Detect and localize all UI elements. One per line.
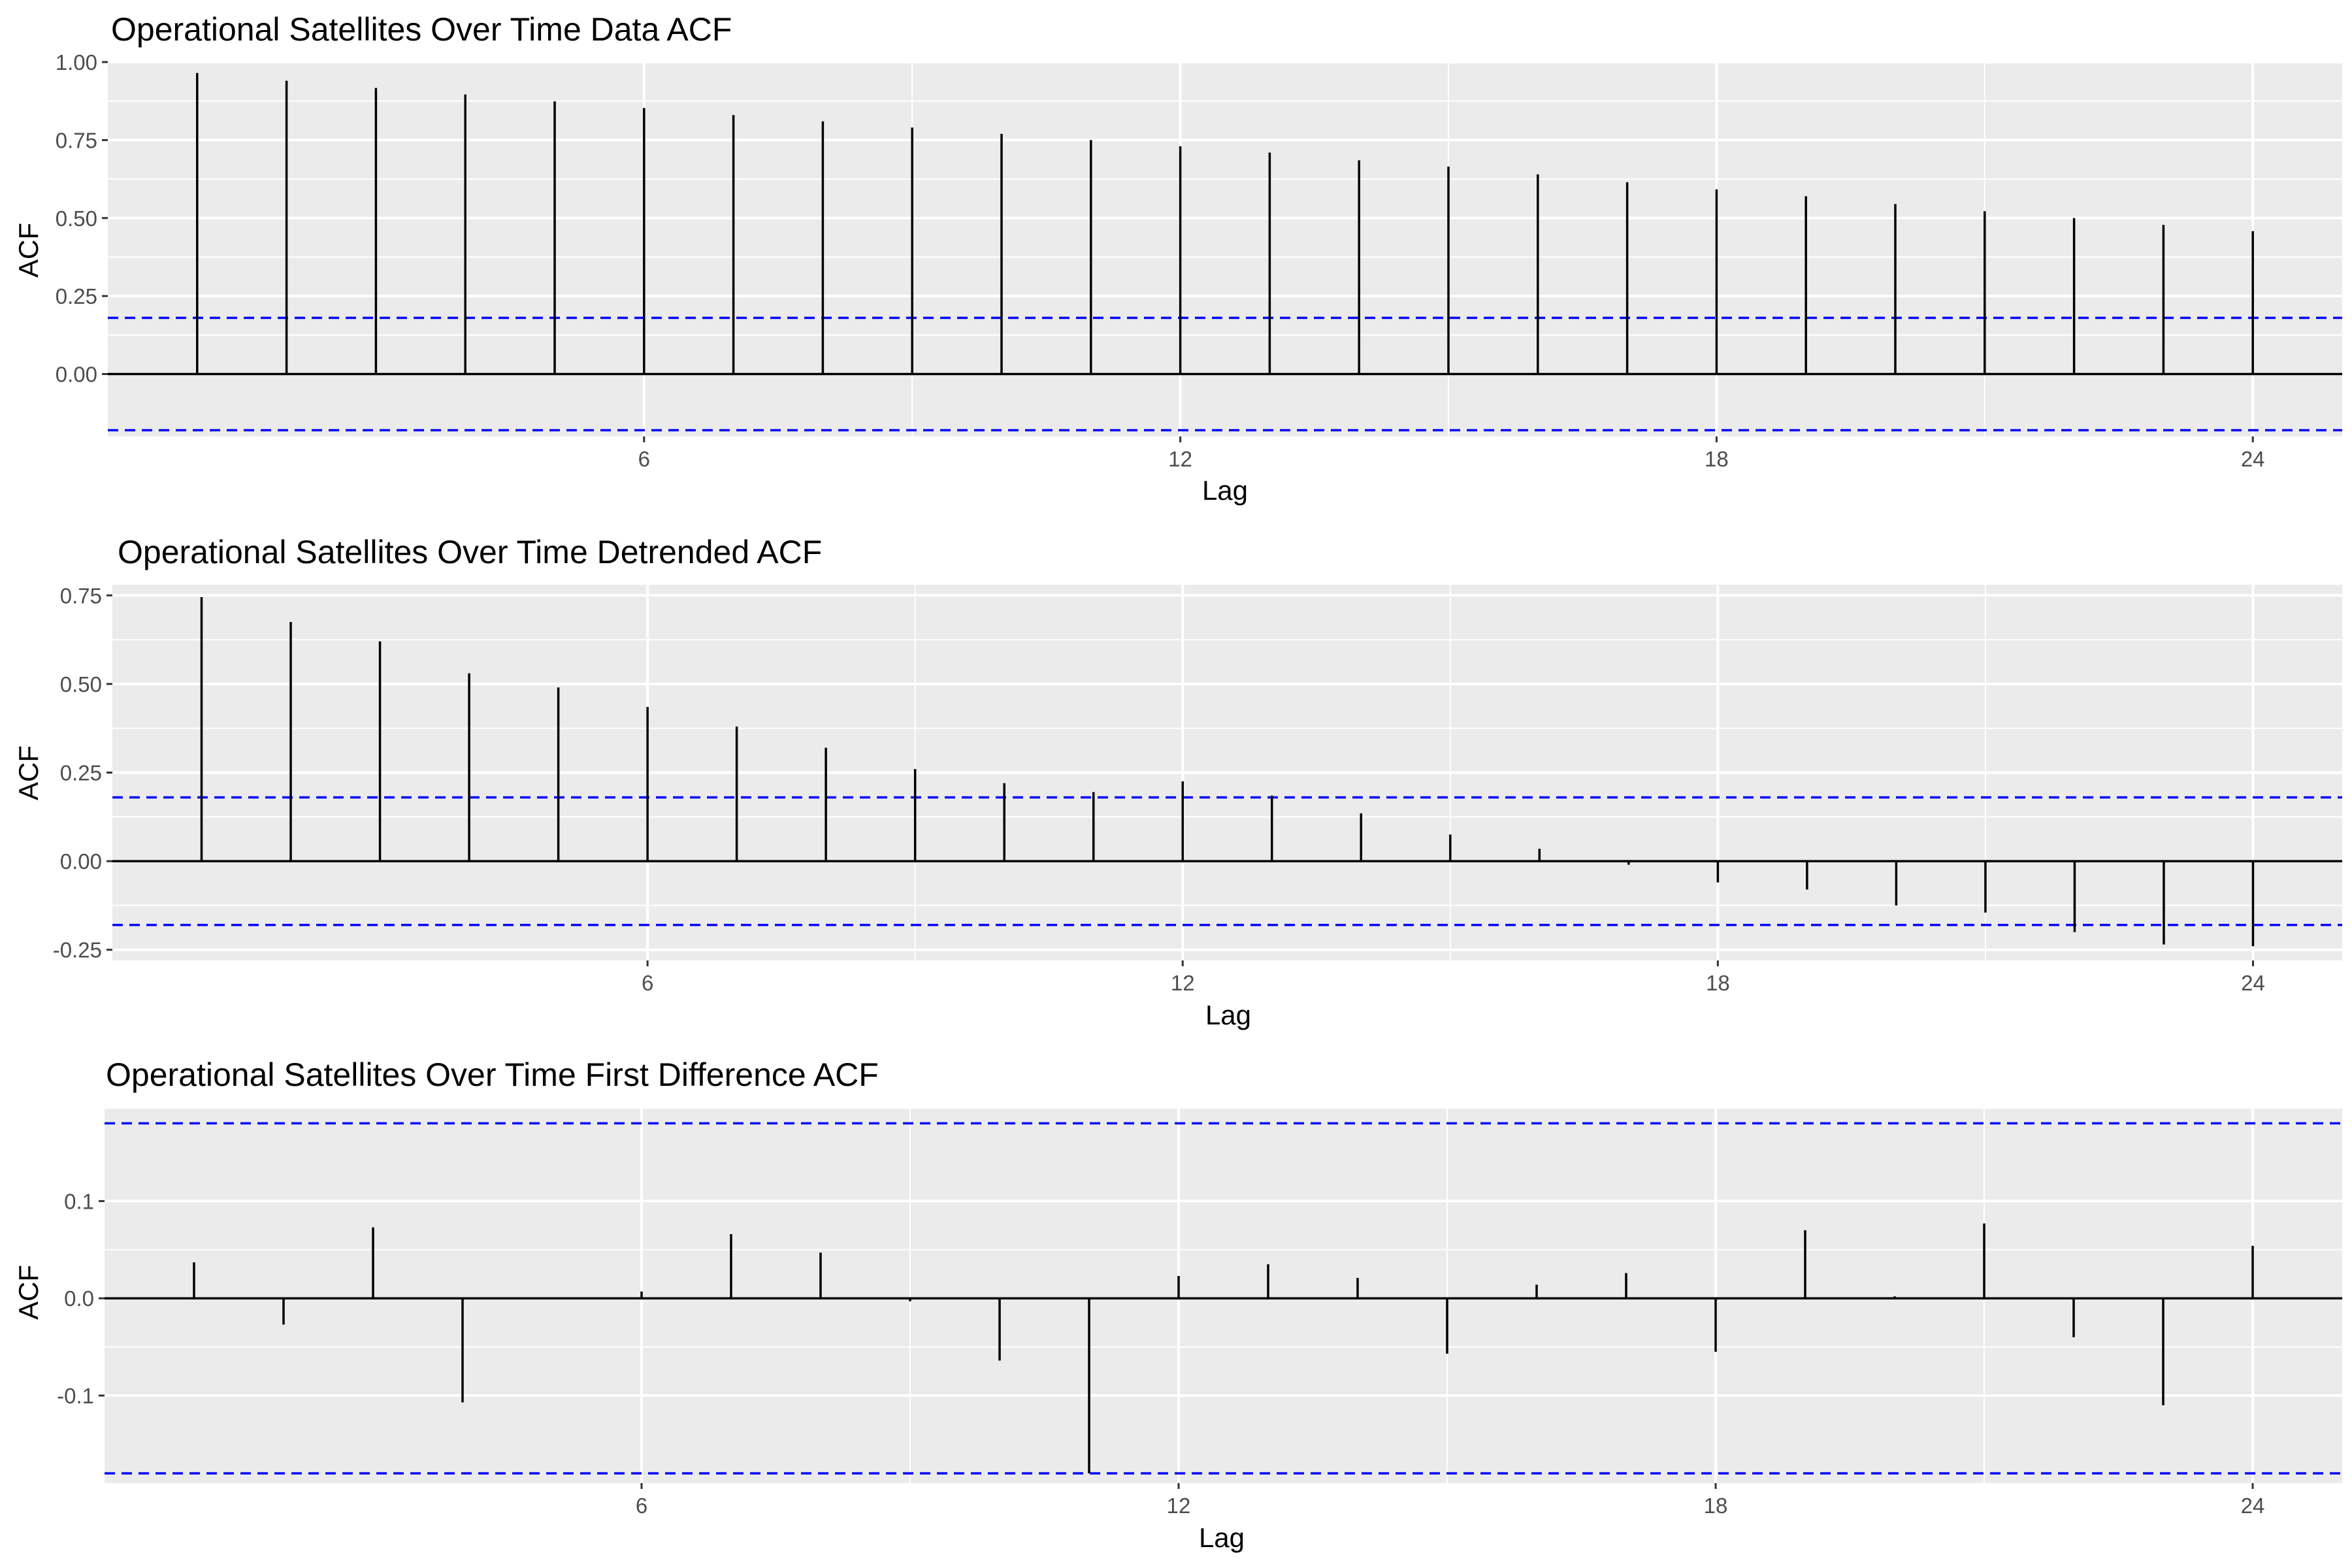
y-tick-label: 0.25 <box>60 761 102 785</box>
x-tick-label: 18 <box>1705 447 1729 471</box>
y-tick-label: 0.00 <box>60 849 102 874</box>
y-axis-title: ACF <box>13 223 44 278</box>
x-axis-title: Lag <box>1199 1522 1245 1553</box>
plot-panel <box>108 62 2342 436</box>
y-tick-label: 0.0 <box>64 1286 94 1311</box>
x-tick-label: 24 <box>2241 971 2265 995</box>
x-tick-label: 6 <box>642 971 653 995</box>
y-tick-label: 0.25 <box>56 284 97 308</box>
y-tick-label: 0.50 <box>56 206 97 231</box>
x-tick-label: 24 <box>2241 1494 2265 1518</box>
y-tick-label: -0.1 <box>57 1384 94 1408</box>
y-tick-label: 0.1 <box>64 1189 94 1213</box>
chart-title: Operational Satellites Over Time First D… <box>106 1056 879 1093</box>
x-tick-label: 18 <box>1706 971 1730 995</box>
x-tick-label: 6 <box>636 1494 647 1518</box>
x-axis-title: Lag <box>1202 475 1248 506</box>
chart-title: Operational Satellites Over Time Detrend… <box>118 534 822 570</box>
data-acf-chart: 0.00 0.25 0.50 0.75 1.00 6 12 18 24 Operational S… <box>13 11 2342 506</box>
plot-panel <box>105 1109 2342 1483</box>
x-tick-label: 24 <box>2241 447 2265 471</box>
y-tick-label: 1.00 <box>56 50 97 74</box>
y-tick-label: 0.50 <box>60 672 102 696</box>
x-tick-label: 12 <box>1168 447 1192 471</box>
detrended-acf-chart: -0.25 0.00 0.25 0.50 0.75 6 12 18 24 Operational … <box>13 534 2342 1030</box>
y-tick-label: -0.25 <box>53 938 102 962</box>
chart-title: Operational Satellites Over Time Data AC… <box>111 11 732 48</box>
y-axis-title: ACF <box>13 745 44 800</box>
x-tick-label: 12 <box>1171 971 1195 995</box>
x-axis-title: Lag <box>1205 1000 1251 1030</box>
y-axis-title: ACF <box>13 1265 44 1320</box>
x-tick-label: 6 <box>638 447 650 471</box>
x-tick-label: 12 <box>1167 1494 1191 1518</box>
first-difference-acf-chart: -0.1 0.0 0.1 6 12 18 24 Operational Satellites … <box>13 1056 2342 1553</box>
y-tick-label: 0.75 <box>60 583 102 608</box>
y-tick-label: 0.00 <box>56 363 97 387</box>
x-tick-label: 18 <box>1704 1494 1728 1518</box>
y-tick-label: 0.75 <box>56 128 97 152</box>
